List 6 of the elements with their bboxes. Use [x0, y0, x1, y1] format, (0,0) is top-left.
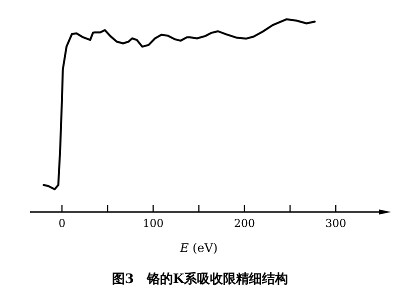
x-tick-label: 100: [142, 217, 164, 230]
x-tick-label: 300: [325, 217, 346, 230]
x-tick-label: 200: [234, 217, 255, 230]
x-tick-label: 0: [58, 217, 66, 230]
x-axis-title: E (eV): [178, 241, 218, 255]
text: 图3 铬的K系吸收限精细结构: [112, 271, 288, 287]
